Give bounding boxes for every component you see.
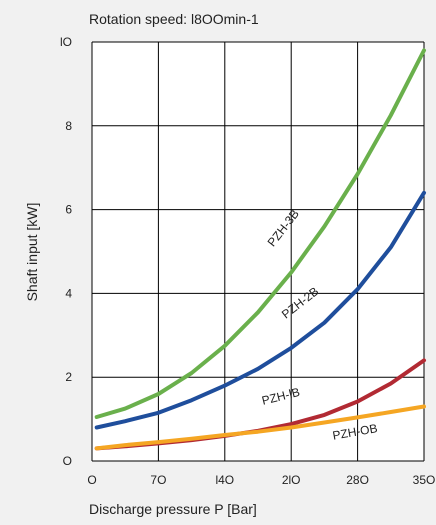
x-tick-label: 7O bbox=[150, 473, 166, 487]
x-tick-label: 2lO bbox=[282, 473, 301, 487]
y-tick-label: O bbox=[63, 454, 72, 468]
y-tick-label: 2 bbox=[65, 370, 72, 384]
y-tick-label: 8 bbox=[65, 119, 72, 133]
y-tick-label: 4 bbox=[65, 286, 72, 300]
y-tick-label: 6 bbox=[65, 203, 72, 217]
series-line-pzh-ob bbox=[94, 404, 426, 451]
grid bbox=[91, 41, 425, 462]
x-tick-label: 28O bbox=[346, 473, 369, 487]
chart-title: Rotation speed: l8OOmin-1 bbox=[89, 11, 259, 27]
x-tick-label: O bbox=[87, 473, 96, 487]
x-tick-label: l4O bbox=[215, 473, 234, 487]
axes: O 7O l4O 2lO 28O 35O O 2 4 6 8 lO bbox=[60, 35, 435, 487]
x-tick-label: 35O bbox=[413, 473, 436, 487]
series bbox=[94, 48, 426, 451]
y-tick-label: lO bbox=[60, 35, 72, 49]
x-axis-label: Discharge pressure P [Bar] bbox=[89, 501, 257, 517]
plot-area bbox=[92, 42, 424, 461]
y-axis-label: Shaft input [kW] bbox=[24, 203, 40, 302]
series-line-pzh-3b bbox=[94, 48, 426, 419]
series-line-pzh-2b bbox=[94, 190, 426, 430]
